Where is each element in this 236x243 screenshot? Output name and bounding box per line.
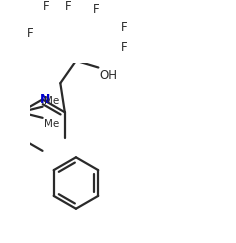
Text: F: F <box>42 0 49 13</box>
Text: F: F <box>93 3 99 17</box>
Text: Me: Me <box>44 119 59 129</box>
Text: F: F <box>121 41 127 54</box>
Text: F: F <box>121 21 127 34</box>
Text: OH: OH <box>100 69 118 82</box>
Text: F: F <box>27 27 34 40</box>
Text: Me: Me <box>44 96 59 106</box>
Text: F: F <box>65 0 72 13</box>
Text: N: N <box>40 93 51 106</box>
